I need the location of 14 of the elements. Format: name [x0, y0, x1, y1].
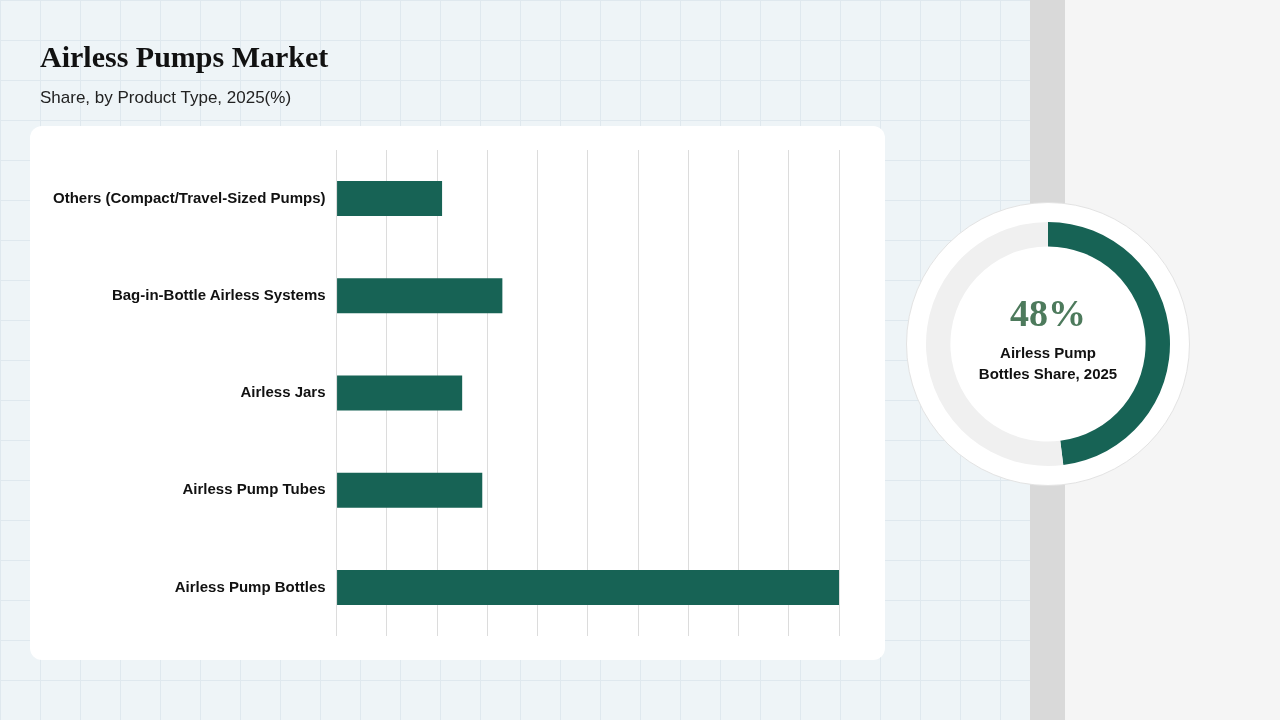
bar: [337, 569, 839, 605]
text: Share, by Product Type, 2025(%): [40, 88, 292, 108]
y-tick-label: Others (Compact/Travel-Sized Pumps): [52, 188, 326, 206]
bar: [337, 278, 503, 314]
bar: [337, 375, 463, 411]
y-tick-label: Airless Pump Bottles: [174, 577, 326, 595]
y-tick-label: Airless Jars: [240, 383, 326, 401]
bar: [337, 181, 443, 217]
y-tick-label: Bag-in-Bottle Airless Systems: [111, 285, 326, 303]
chart-title: Airless Pumps Market: [40, 40, 329, 74]
data-label: 48%: [1010, 291, 1086, 334]
bar: [337, 472, 483, 508]
text: Airless Pump Bottles Share, 2025: [978, 344, 1118, 383]
y-tick-label: Airless Pump Tubes: [182, 480, 326, 498]
